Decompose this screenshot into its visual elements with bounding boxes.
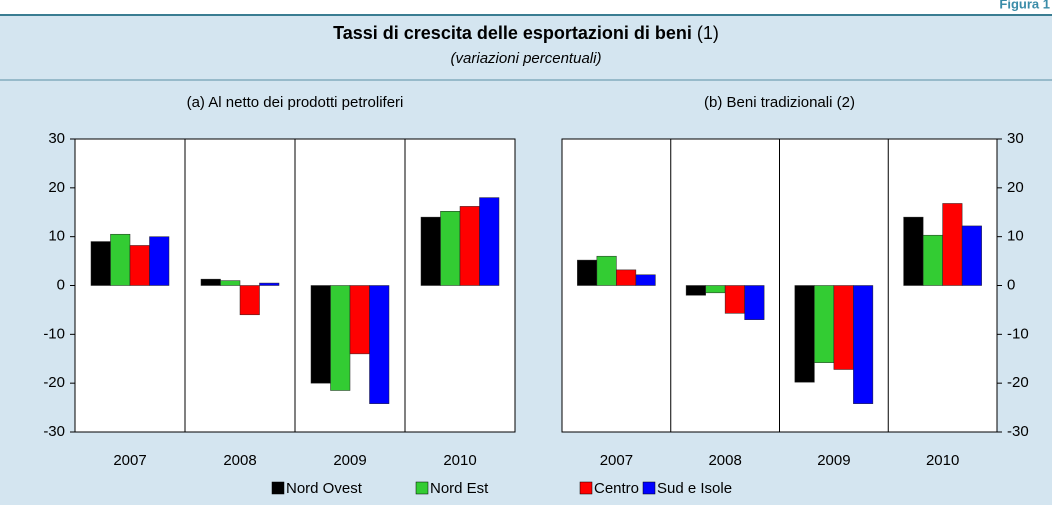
bar [239,285,260,316]
bar [705,285,726,294]
x-tick-label: 2007 [113,452,146,469]
y-tick-label: -10 [43,325,65,342]
bar [90,241,111,286]
y-tick-label: 20 [48,179,65,196]
bar [903,216,924,286]
figure-label: Figura 1 [999,0,1050,11]
bar [129,245,150,286]
bar [440,211,461,286]
bar [577,259,598,286]
legend-label: Nord Est [430,480,489,497]
bar [922,234,943,286]
y-tick-label: -10 [1007,325,1029,342]
y-tick-label: 0 [1007,276,1015,293]
y-tick-label: 30 [48,130,65,147]
x-tick-label: 2009 [333,452,366,469]
bar [200,278,221,286]
bar [685,285,706,296]
bar [259,282,280,286]
x-tick-label: 2010 [443,452,476,469]
x-tick-label: 2007 [600,452,633,469]
x-tick-label: 2009 [817,452,850,469]
bar [459,206,480,286]
bar [369,285,390,404]
y-tick-label: -30 [1007,423,1029,440]
bar [310,285,331,384]
y-tick-label: -20 [1007,374,1029,391]
title-main: Tassi di crescita delle esportazioni di … [333,23,692,43]
bar [961,225,982,286]
panel-title: (a) Al netto dei prodotti petroliferi [187,94,404,111]
top-strip [0,0,1052,14]
legend-swatch [642,481,656,495]
bar [942,203,963,286]
figure-subtitle: (variazioni percentuali) [451,50,602,67]
x-tick-label: 2010 [926,452,959,469]
bar [220,280,241,286]
legend-label: Sud e Isole [657,480,732,497]
legend-swatch [415,481,429,495]
bar [724,285,745,314]
bar [349,285,370,355]
bar [596,255,617,286]
bar [110,233,131,286]
y-tick-label: -20 [43,374,65,391]
bar [635,274,656,286]
y-tick-label: -30 [43,423,65,440]
bar [330,285,351,391]
title-note: (1) [697,23,719,43]
bar [833,285,854,370]
bar [616,269,637,286]
bar [479,197,500,286]
x-tick-label: 2008 [223,452,256,469]
y-tick-label: 10 [1007,228,1024,245]
bar [853,285,874,404]
bar [420,216,441,286]
legend-label: Nord Ovest [286,480,363,497]
y-tick-label: 10 [48,228,65,245]
y-tick-label: 0 [57,276,65,293]
panel-title: (b) Beni tradizionali (2) [704,94,855,111]
legend-label: Centro [594,480,639,497]
bar [794,285,815,383]
bar [149,236,170,286]
y-tick-label: 30 [1007,130,1024,147]
legend-swatch [271,481,285,495]
bar [814,285,835,363]
y-tick-label: 20 [1007,179,1024,196]
x-tick-label: 2008 [708,452,741,469]
legend-swatch [579,481,593,495]
bar [744,285,765,320]
figure-title: Tassi di crescita delle esportazioni di … [333,23,719,43]
